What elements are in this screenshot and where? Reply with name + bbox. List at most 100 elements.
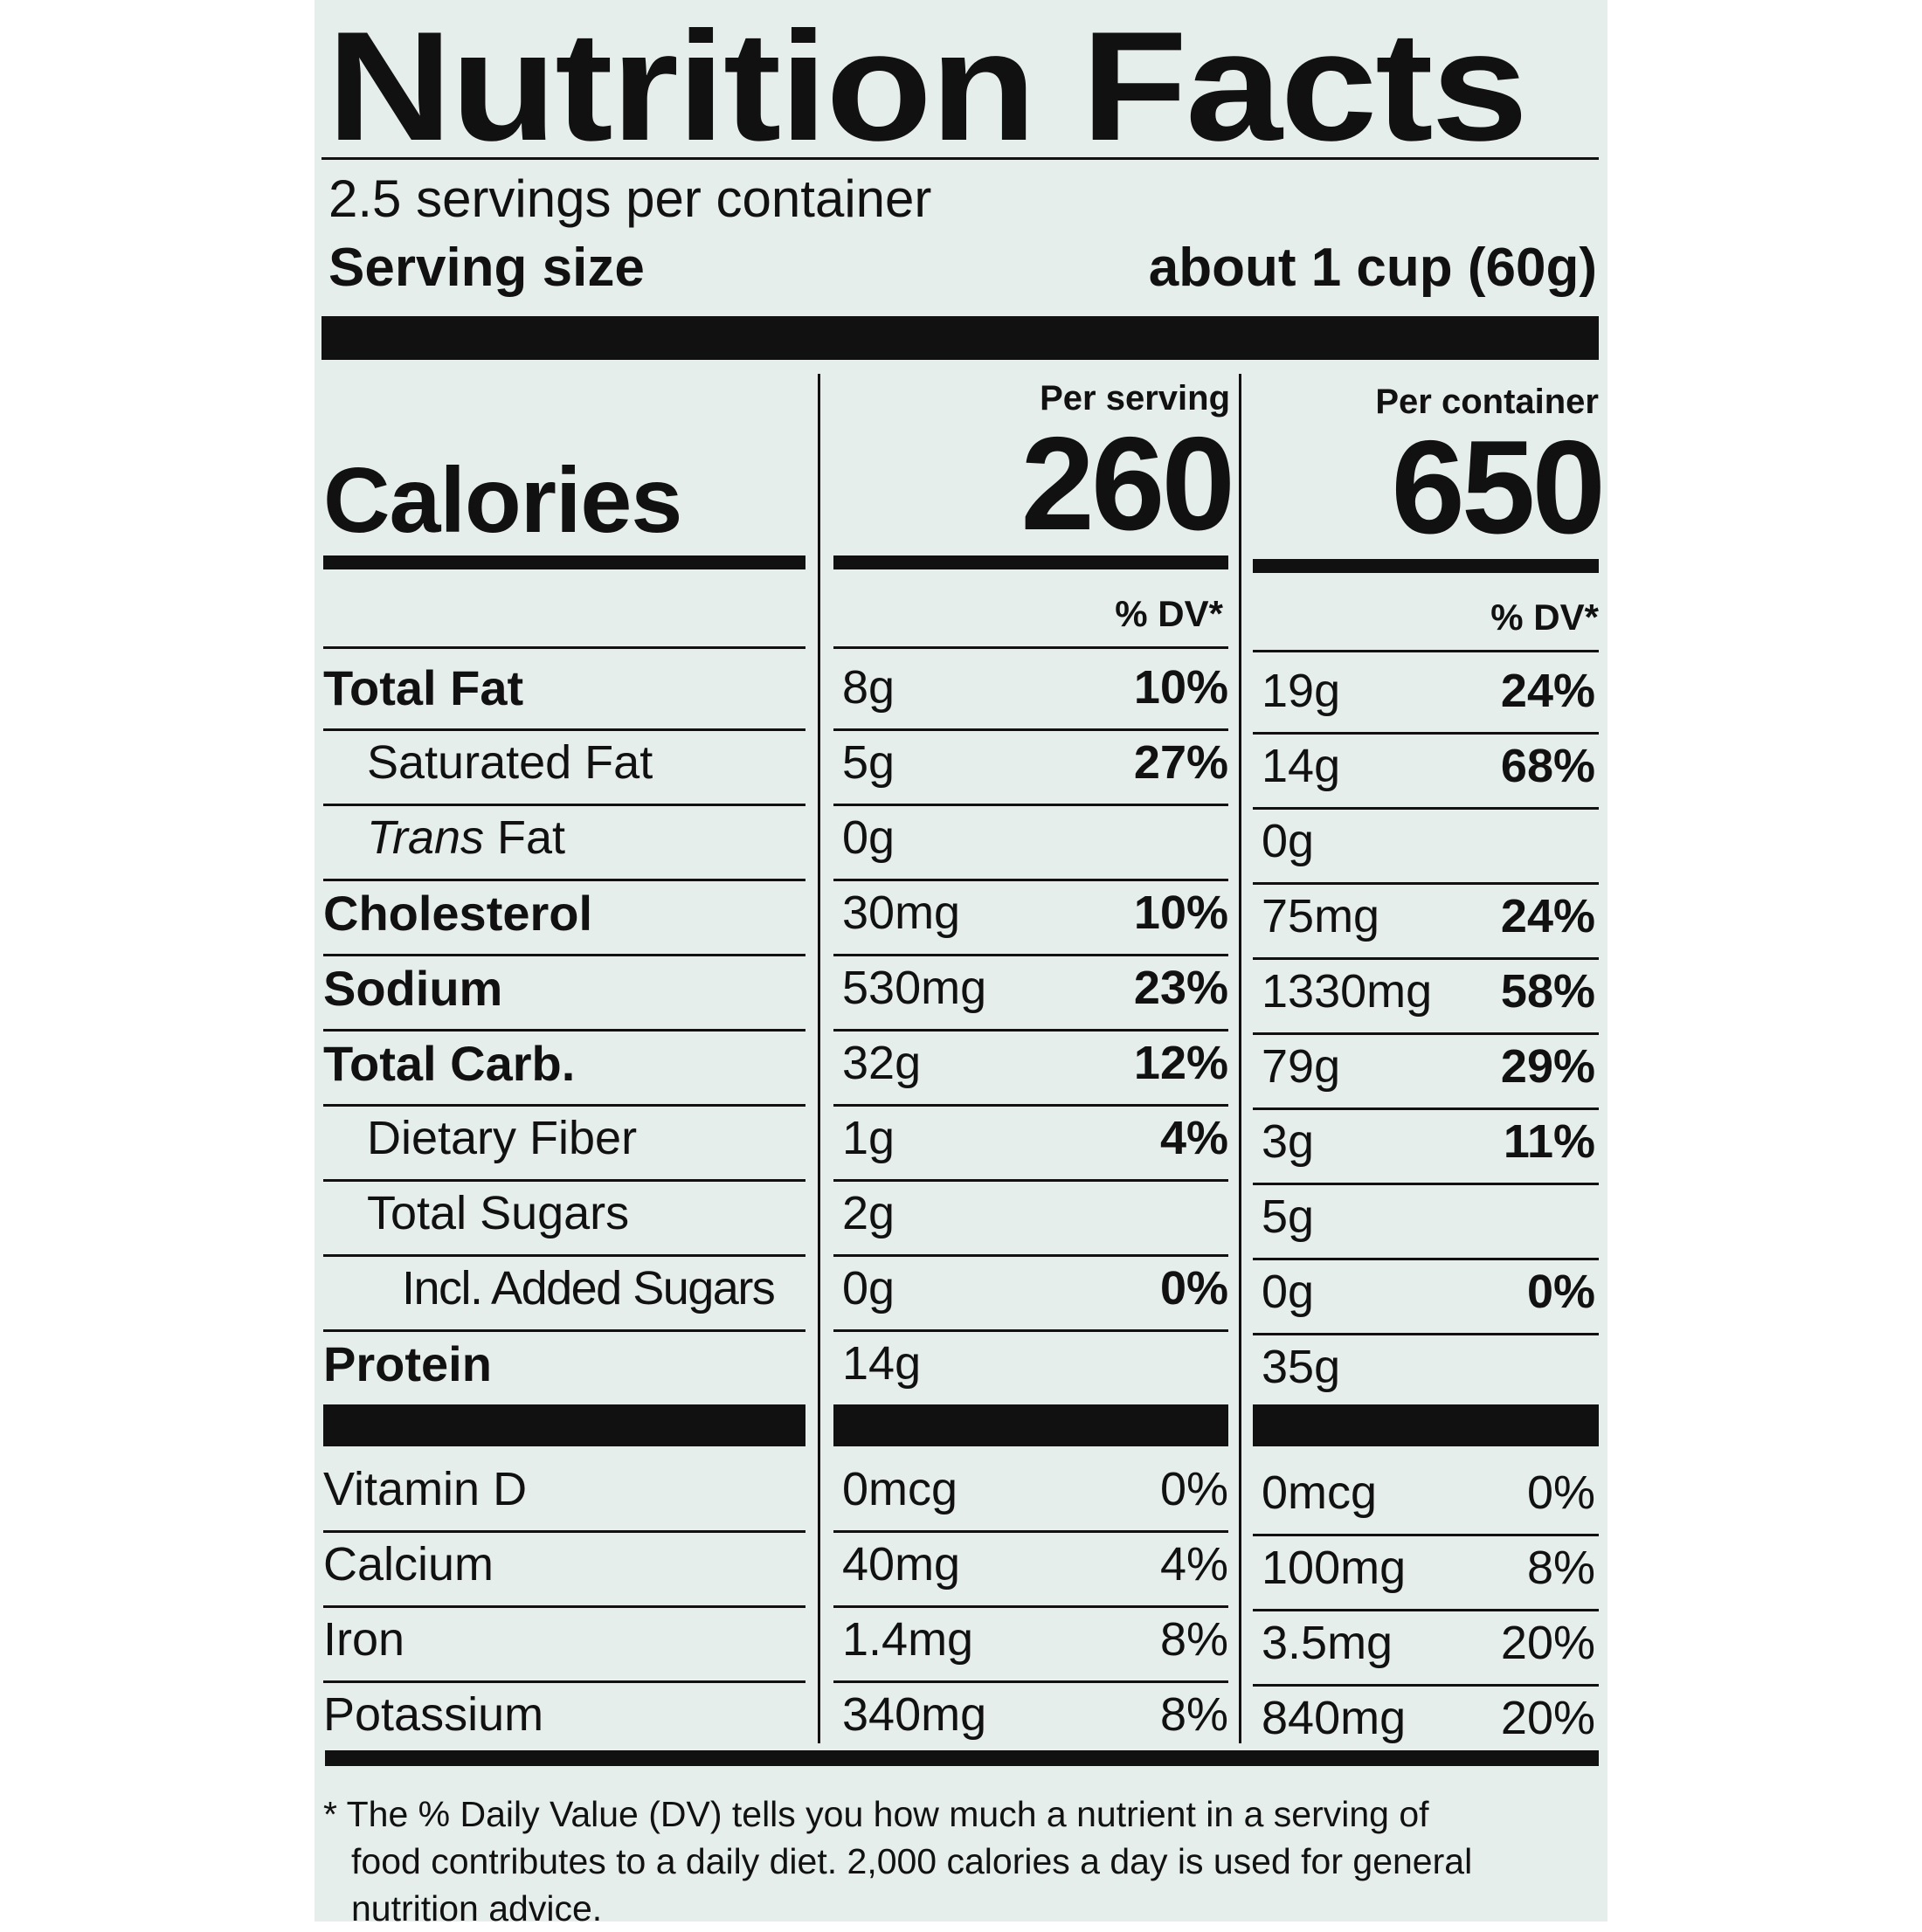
- nutrient-row: Trans Fat 0g 0g: [315, 805, 1607, 880]
- row-divider: [1253, 957, 1599, 960]
- container-amount: 840mg: [1262, 1692, 1407, 1744]
- serving-amount: 1g: [842, 1112, 895, 1164]
- row-divider: [323, 1179, 805, 1182]
- container-amount: 35g: [1262, 1341, 1341, 1393]
- nutrient-name: Iron: [323, 1613, 405, 1666]
- serving-dv: 10%: [1133, 887, 1228, 939]
- row-divider: [833, 1329, 1228, 1332]
- title-divider: [321, 157, 1599, 160]
- vitamin-row: Calcium 40mg 4% 100mg 8%: [315, 1532, 1607, 1607]
- nutrient-row: Saturated Fat 5g 27% 14g 68%: [315, 730, 1607, 805]
- serving-amount: 0mcg: [842, 1463, 958, 1515]
- container-dv: 24%: [1500, 665, 1595, 717]
- nutrient-row: Total Fat 8g 10% 19g 24%: [315, 655, 1607, 730]
- container-amount: 3.5mg: [1262, 1617, 1393, 1669]
- row-divider: [1253, 1032, 1599, 1035]
- nutrient-row: Cholesterol 30mg 10% 75mg 24%: [315, 880, 1607, 956]
- calories-per-serving: 260: [1020, 410, 1235, 558]
- row-divider: [833, 728, 1228, 731]
- vitamin-row: Iron 1.4mg 8% 3.5mg 20%: [315, 1607, 1607, 1682]
- nutrient-row: Dietary Fiber 1g 4% 3g 11%: [315, 1106, 1607, 1181]
- row-divider: [323, 1104, 805, 1107]
- container-dv: 20%: [1500, 1617, 1595, 1669]
- dv-header-serving: % DV*: [1115, 593, 1223, 634]
- label-title: Nutrition Facts: [327, 0, 1528, 173]
- container-amount: 14g: [1262, 740, 1341, 792]
- nutrient-name: Sodium: [323, 961, 503, 1016]
- thick-divider-vitamins: [323, 1404, 805, 1446]
- nutrient-name: Trans Fat: [367, 814, 565, 861]
- row-divider: [323, 1329, 805, 1332]
- nutrient-name: Potassium: [323, 1688, 544, 1741]
- serving-amount: 0g: [842, 1262, 895, 1314]
- footnote-line-2: food contributes to a daily diet. 2,000 …: [351, 1841, 1473, 1881]
- serving-size-label: Serving size: [328, 238, 645, 298]
- calories-divider-1: [323, 555, 805, 569]
- footnote-line-1: * The % Daily Value (DV) tells you how m…: [323, 1794, 1429, 1834]
- row-divider: [323, 954, 805, 956]
- container-amount: 75mg: [1262, 890, 1380, 942]
- row-divider: [833, 1029, 1228, 1032]
- servings-per-container: 2.5 servings per container: [328, 169, 932, 228]
- row-divider: [833, 954, 1228, 956]
- serving-amount: 340mg: [842, 1688, 987, 1741]
- serving-dv: 10%: [1133, 661, 1228, 714]
- column-separator-2: [1239, 374, 1241, 1743]
- row-divider: [833, 1254, 1228, 1257]
- serving-amount: 8g: [842, 661, 895, 714]
- nutrient-name: Total Fat: [323, 660, 524, 715]
- serving-amount: 40mg: [842, 1538, 961, 1590]
- container-amount: 3g: [1262, 1115, 1315, 1168]
- row-divider: [833, 879, 1228, 881]
- thick-divider-vitamins-3: [1253, 1404, 1599, 1446]
- row-divider: [323, 1530, 805, 1533]
- calories-per-container: 650: [1391, 413, 1606, 562]
- row-divider: [1253, 1258, 1599, 1260]
- container-amount: 79g: [1262, 1040, 1341, 1093]
- row-divider: [1253, 882, 1599, 885]
- row-divider: [833, 804, 1228, 806]
- trans-rest: Fat: [484, 811, 566, 864]
- nutrient-row: Protein 14g 35g: [315, 1331, 1607, 1406]
- row-divider: [1253, 1609, 1599, 1611]
- vitamin-row: Potassium 340mg 8% 840mg 20%: [315, 1682, 1607, 1757]
- container-amount: 0g: [1262, 1266, 1315, 1318]
- row-divider: [323, 1605, 805, 1608]
- serving-amount: 14g: [842, 1337, 922, 1390]
- serving-dv: 4%: [1159, 1112, 1228, 1164]
- row-divider: [1253, 1333, 1599, 1335]
- row-divider: [323, 1029, 805, 1032]
- container-dv: 0%: [1526, 1466, 1595, 1519]
- container-amount: 19g: [1262, 665, 1341, 717]
- calories-divider-3: [1253, 559, 1599, 573]
- row-divider: [323, 728, 805, 731]
- container-amount: 1330mg: [1262, 965, 1433, 1018]
- serving-amount: 1.4mg: [842, 1613, 974, 1666]
- calories-label: Calories: [323, 449, 682, 552]
- row-divider: [1253, 1534, 1599, 1536]
- nutrient-name: Cholesterol: [323, 886, 593, 941]
- serving-amount: 530mg: [842, 962, 987, 1014]
- nutrition-facts-label: Nutrition Facts 2.5 servings per contain…: [315, 0, 1607, 1929]
- serving-dv: 8%: [1159, 1688, 1228, 1741]
- row-divider: [833, 1530, 1228, 1533]
- container-dv: 68%: [1500, 740, 1595, 792]
- container-dv: 0%: [1526, 1266, 1595, 1318]
- serving-amount: 0g: [842, 811, 895, 864]
- row-divider: [1253, 807, 1599, 810]
- row-divider: [323, 1254, 805, 1257]
- row-divider: [323, 1680, 805, 1683]
- serving-amount: 32g: [842, 1037, 922, 1089]
- serving-dv: 12%: [1133, 1037, 1228, 1089]
- row-divider: [833, 1605, 1228, 1608]
- serving-dv: 0%: [1159, 1262, 1228, 1314]
- container-dv: 8%: [1526, 1542, 1595, 1594]
- row-divider: [323, 804, 805, 806]
- serving-amount: 30mg: [842, 887, 961, 939]
- row-divider: [1253, 1183, 1599, 1185]
- footnote-line-3: nutrition advice.: [351, 1888, 603, 1929]
- table-top-divider: [323, 646, 805, 649]
- container-amount: 5g: [1262, 1190, 1315, 1243]
- container-amount: 0g: [1262, 815, 1315, 867]
- nutrient-name: Dietary Fiber: [367, 1112, 638, 1164]
